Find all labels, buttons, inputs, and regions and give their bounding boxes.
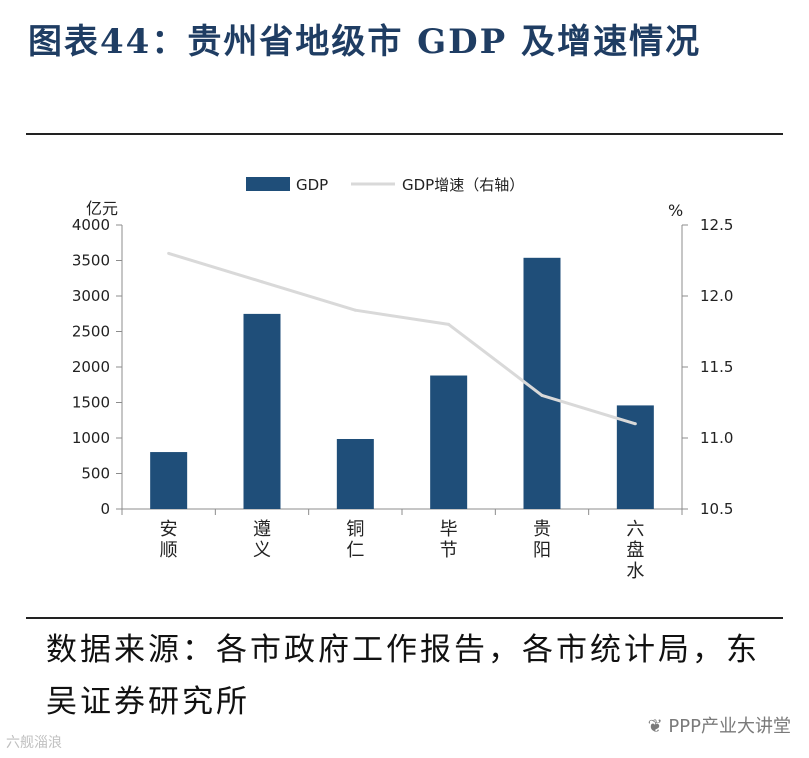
right-axis-unit: % (668, 201, 683, 220)
gdp-bar-5 (523, 257, 561, 509)
corner-watermark: 六舰淄浪 (6, 735, 62, 751)
left-tick-label: 0 (100, 500, 110, 518)
left-tick-label: 3000 (72, 287, 110, 305)
left-tick-label: 2500 (72, 323, 110, 341)
growth-point-6 (633, 422, 637, 426)
x-category-label: 安顺 (160, 519, 178, 561)
left-tick-label: 1000 (72, 429, 110, 447)
chart-title: 图表44：贵州省地级市 GDP 及增速情况 (28, 22, 702, 62)
right-tick-label: 11.0 (700, 429, 733, 447)
legend: GDP GDP增速（右轴） (246, 176, 524, 194)
x-category-label: 贵阳 (533, 519, 551, 561)
growth-point-1 (167, 251, 171, 255)
x-category-label: 遵义 (253, 519, 271, 561)
growth-line (168, 251, 636, 426)
growth-point-3 (353, 308, 357, 312)
gdp-chart: GDP GDP增速（右轴） 亿元 % 0 500 1000 1500 2000 2500 3… (72, 176, 734, 582)
gdp-bar-4 (430, 375, 468, 509)
growth-point-5 (540, 393, 544, 397)
right-tick-label: 12.5 (700, 216, 733, 234)
left-axis-unit: 亿元 (86, 199, 118, 218)
left-tick-label: 1500 (72, 394, 110, 412)
wechat-watermark: ❦ PPP产业大讲堂 (648, 712, 791, 738)
gdp-bar-2 (243, 313, 281, 509)
wechat-icon: ❦ (647, 716, 663, 737)
growth-point-2 (260, 280, 264, 284)
left-tick-label: 500 (81, 465, 110, 483)
growth-point-4 (447, 322, 451, 326)
x-category-label: 铜仁 (346, 519, 364, 561)
gdp-bar-1 (150, 452, 188, 509)
right-tick-label: 10.5 (700, 500, 733, 518)
watermark-label: PPP产业大讲堂 (668, 716, 791, 737)
right-tick-label: 11.5 (700, 358, 733, 376)
gdp-bar-3 (336, 438, 374, 509)
left-tick-label: 4000 (72, 216, 110, 234)
bottom-divider (26, 617, 783, 619)
legend-growth-label: GDP增速（右轴） (402, 176, 524, 194)
legend-gdp-label: GDP (296, 176, 328, 194)
left-tick-label: 3500 (72, 252, 110, 270)
legend-gdp-swatch (246, 177, 290, 191)
x-category-label: 毕节 (440, 519, 458, 561)
source-note: 数据来源：各市政府工作报告，各市统计局，东吴证券研究所 (46, 632, 760, 720)
x-category-label: 六盘水 (626, 519, 644, 582)
right-tick-label: 12.0 (700, 287, 733, 305)
top-divider (26, 133, 783, 135)
left-tick-label: 2000 (72, 358, 110, 376)
